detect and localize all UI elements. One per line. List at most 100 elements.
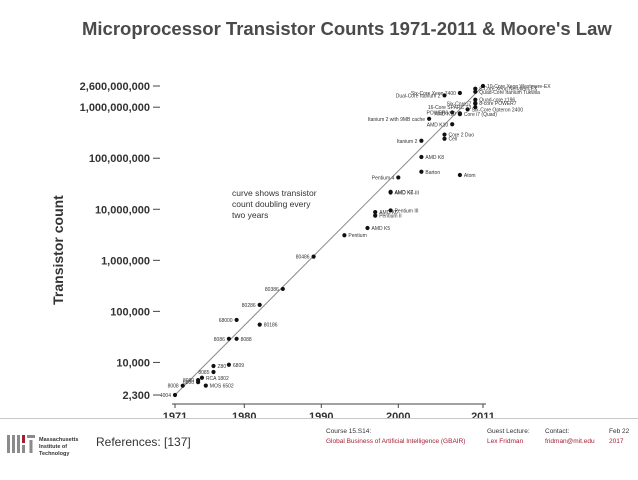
annotation-line: two years [232,210,268,220]
data-point-label: 68000 [219,318,233,324]
y-tick-label: 2,300 [122,390,150,402]
y-tick-label: 100,000 [110,306,150,318]
data-point [226,362,231,367]
data-point-label: 8008 [168,384,179,390]
data-point-label: Z80 [218,364,227,370]
guest-label: Guest Lecture: [487,428,530,435]
data-point [211,363,216,369]
data-point [473,105,478,110]
data-point-label: Six-Core Xeon 7400 [411,91,456,97]
data-point-label: MOS 6502 [210,384,234,390]
references: References: [137] [96,435,191,449]
data-point [342,233,347,238]
data-point [473,97,478,102]
data-point [257,322,262,327]
data-point [388,189,393,194]
data-point [465,107,470,112]
x-tick-label: 1990 [309,411,333,418]
data-point-label: AMD K7 [395,190,414,196]
data-point [473,89,478,94]
data-point-label: 8086 [214,337,225,343]
data-point-label: Core 2 Duo [449,133,475,139]
data-point [457,90,462,96]
data-point [457,172,462,178]
data-point [172,392,178,398]
data-point [199,375,205,380]
guest-info: Guest Lecture: Lex Fridman [487,427,530,447]
data-point [442,136,447,141]
contact-info: Contact: fridman@mit.edu [545,427,595,447]
mit-logo: Massachusetts Institute of Technology [7,435,78,457]
data-point [442,93,447,98]
chart: 1971 1980 1990 2000 2011 2,300 10,000 100,000 1,… [50,81,551,418]
course-label: Course 15.S14: [326,428,372,435]
data-point [419,138,424,143]
data-point-label: AMD K10 [434,111,456,117]
data-point-label: 8080 [183,378,194,384]
data-point [226,336,231,341]
data-point [180,383,185,388]
data-point [211,369,216,375]
data-point-label: Quad-Core Itanium Tukwila [479,90,540,96]
y-tick-label: 2,600,000,000 [80,81,150,93]
x-tick-label: 2000 [386,411,410,418]
mit-name-line1: Massachusetts [39,437,78,443]
data-point-label: 10-Core Xeon Westmere-EX [487,84,551,90]
chart-annotation: curve shows transistor count doubling eve… [232,188,317,220]
data-point [203,383,208,388]
data-point [419,154,424,160]
data-point-label: Pentium 4 [372,175,395,181]
data-point-label: Six-Core i7 [447,102,472,108]
data-point-label: AMD K10 [427,122,449,128]
y-tick-label: 10,000,000 [95,204,150,216]
data-point [311,254,316,259]
data-point [388,208,393,213]
x-tick-label: 1971 [163,411,187,418]
data-point [373,213,378,218]
y-tick-label: 1,000,000,000 [80,102,150,114]
data-point [234,336,239,341]
trend-line [174,85,484,396]
data-point [450,122,455,127]
data-point [457,111,462,116]
data-point-label: Cell [449,137,458,143]
data-point-label: 8-core POWER7 [479,101,516,107]
data-point-label: AMD K5 [372,226,391,232]
data-point [473,101,478,106]
data-point-label: Core i7 (Quad) [464,112,497,118]
data-point [396,175,401,180]
data-point-label: 80286 [242,303,256,309]
y-tick-label: 10,000 [116,357,150,369]
course-info: Course 15.S14: Global Business of Artifi… [326,427,465,447]
data-point [234,317,239,323]
data-point [280,286,285,292]
data-point-label: 6800 [183,380,194,386]
y-tick-label: 1,000,000 [101,255,150,267]
data-point-label: Pentium [348,233,366,239]
data-point [480,83,486,89]
data-point-label: Quad-core z196 [479,98,515,104]
data-point-label: 80486 [296,255,310,261]
contact-label: Contact: [545,428,570,435]
chart-axes: 1971 1980 1990 2000 2011 2,300 10,000 100,000 1,… [80,81,495,418]
data-point-label: POWER6 [427,110,449,116]
data-point-label: Itanium 2 [397,139,418,145]
data-point-label: AMD K6-III [395,191,419,197]
annotation-line: curve shows transistor [232,188,317,198]
mit-name-line2: Institute of [39,444,67,450]
mit-name-line3: Technology [39,451,70,457]
data-point [257,302,262,307]
data-points: 4004 8008 8080 RCA 1802 MOS 6502 6800 8085 Z80 6… [160,83,551,399]
x-tick-label: 1980 [232,411,256,418]
data-point-label: 4004 [160,393,171,399]
data-point-label: AMD K6 [379,210,398,216]
data-point [196,380,201,385]
date-info: Feb 22 2017 [609,427,629,447]
trend-line-group [174,85,484,396]
data-point-label: Barton [425,170,440,176]
y-axis-label: Transistor count [50,195,66,305]
data-point [373,210,378,215]
y-tick-label: 100,000,000 [89,153,150,165]
data-point-label: 8088 [241,337,252,343]
data-point-label: 8-Core Xeon Nehalem-EX [479,87,538,93]
